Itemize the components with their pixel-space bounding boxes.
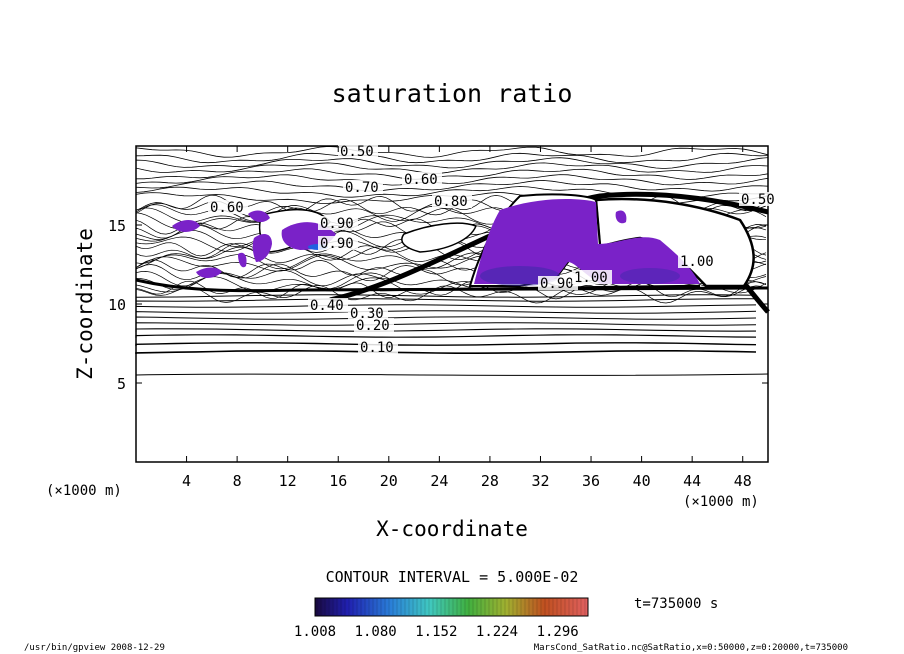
- contour-label: 0.90: [320, 216, 354, 232]
- supersaturation-region: [196, 267, 222, 278]
- contour-label: 0.40: [310, 298, 344, 314]
- x-tick-label: 8: [233, 472, 242, 490]
- contour-label: 0.50: [340, 144, 374, 160]
- contour-label: 0.60: [404, 172, 438, 188]
- contour-line: [135, 157, 769, 169]
- contour-label: 1.00: [574, 270, 608, 286]
- supersaturation-core: [620, 268, 680, 284]
- contour-label: 0.20: [356, 318, 390, 334]
- x-tick-label: 40: [633, 472, 651, 490]
- x-tick-label: 28: [481, 472, 499, 490]
- colorbar-tick-label: 1.224: [476, 624, 518, 640]
- x-tick-label: 12: [279, 472, 297, 490]
- contour-label-bg: [358, 340, 398, 354]
- colorbar-tick-label: 1.152: [415, 624, 457, 640]
- contour-label: 0.70: [345, 180, 379, 196]
- x-axis-label: X-coordinate: [376, 517, 528, 541]
- x-tick-label: 16: [329, 472, 347, 490]
- contour-label-bg: [538, 276, 578, 290]
- time-label: t=735000 s: [634, 596, 718, 612]
- footer-right: MarsCond_SatRatio.nc@SatRatio,x=0:50000,…: [534, 643, 848, 653]
- contour-line: [135, 334, 757, 338]
- y-unit-label: (×1000 m): [46, 483, 122, 499]
- contour-label-bg: [739, 192, 779, 206]
- colorbar-ticks: 1.008 1.080 1.152 1.224 1.296: [294, 624, 579, 640]
- contour-line: [135, 278, 769, 293]
- contour-label-bg: [318, 236, 358, 250]
- contour-label: 0.50: [741, 192, 775, 208]
- contour-interval-text: CONTOUR INTERVAL = 5.000E-02: [326, 568, 579, 586]
- contour-line: [135, 373, 769, 376]
- colorbar-tick-label: 1.008: [294, 624, 336, 640]
- y-tick-label: 15: [108, 217, 126, 235]
- x-tick-label: 4: [182, 472, 191, 490]
- contour-label-bg: [343, 180, 383, 194]
- contour-line: [135, 298, 756, 302]
- x-axis-ticks: 4 8 12 16 20 24 28 32 36 40 44 48: [182, 146, 752, 490]
- colorbar-tick-label: 1.296: [537, 624, 579, 640]
- contour-label-bg: [318, 216, 358, 230]
- contour-label-bg: [572, 270, 612, 284]
- contour-line: [135, 146, 769, 158]
- contour-line: [135, 342, 757, 346]
- colorbar-tick-label: 1.080: [355, 624, 397, 640]
- contour-label-bg: [402, 172, 442, 186]
- contour-line: [135, 294, 757, 298]
- contour-label: 0.90: [320, 236, 354, 252]
- contour-line: [135, 328, 757, 332]
- contour-label: 0.60: [210, 200, 244, 216]
- contour-line: [135, 322, 757, 326]
- y-tick-label: 10: [108, 296, 126, 314]
- contour-line: [135, 316, 757, 320]
- contour-label: 1.00: [680, 254, 714, 270]
- contour-line: [135, 285, 767, 304]
- contour-line: [135, 280, 767, 300]
- x-tick-label: 32: [531, 472, 549, 490]
- x-tick-label: 36: [582, 472, 600, 490]
- contour-labels: 0.500.70 0.600.80 0.500.600.900.40 0.300.20…: [208, 144, 779, 356]
- contour-line: [135, 180, 769, 192]
- x-tick-label: 48: [734, 472, 752, 490]
- contour-line: [135, 310, 757, 314]
- x-tick-label: 20: [380, 472, 398, 490]
- contour-line: [135, 350, 757, 354]
- contour-label-bg: [308, 298, 348, 312]
- contour-label-bg: [208, 200, 248, 214]
- y-axis-ticks: 5 10 15: [108, 217, 768, 393]
- supersaturation-region: [248, 210, 270, 223]
- colorbar: [314, 597, 589, 617]
- contour-label: 0.80: [434, 194, 468, 210]
- x-unit-label: (×1000 m): [683, 494, 759, 510]
- contour-label-bg: [354, 318, 394, 332]
- contour-line: [135, 168, 769, 180]
- x-tick-label: 24: [430, 472, 448, 490]
- white-region: [401, 222, 477, 253]
- supersaturation-region: [615, 210, 627, 224]
- contour-line: [135, 162, 769, 174]
- y-axis-label: Z-coordinate: [73, 228, 97, 380]
- chart-title: saturation ratio: [332, 79, 573, 108]
- contour-label-bg: [432, 194, 472, 208]
- x-tick-label: 44: [683, 472, 701, 490]
- contour-label-bg: [678, 254, 718, 268]
- contour-line: [135, 174, 769, 186]
- contour-label-bg: [348, 306, 388, 320]
- supersaturation-region: [238, 252, 247, 268]
- colorbar-stripes: [316, 599, 586, 615]
- contour-label: 0.10: [360, 340, 394, 356]
- contour-line: [135, 152, 769, 164]
- contour-label-bg: [338, 144, 378, 158]
- contour-label: 0.90: [540, 276, 574, 292]
- supersaturation-fills: [172, 199, 700, 286]
- contour-lines: [135, 146, 770, 376]
- supersaturation-region: [252, 234, 272, 262]
- contour-line: [135, 304, 757, 308]
- footer-left: /usr/bin/gpview 2008-12-29: [24, 643, 165, 653]
- y-tick-label: 5: [117, 375, 126, 393]
- supersaturation-region: [172, 220, 200, 232]
- supersaturation-region: [474, 199, 700, 284]
